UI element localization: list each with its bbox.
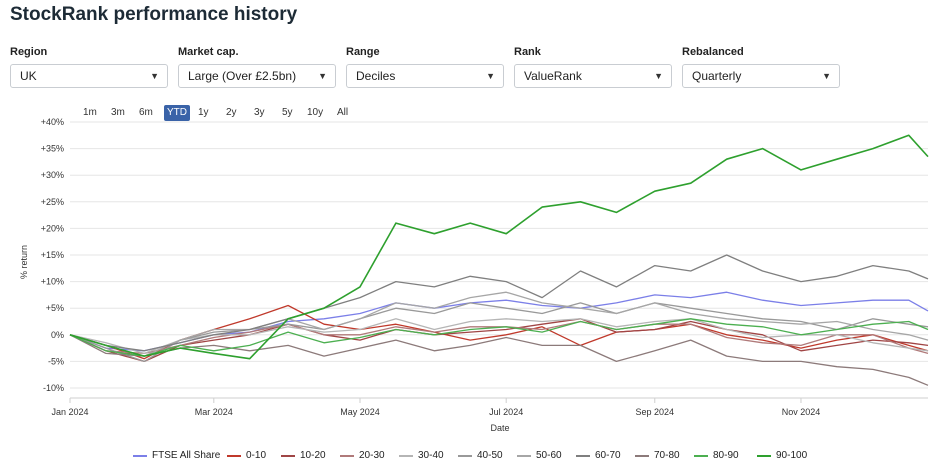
x-tick-label: Mar 2024 — [195, 407, 233, 417]
region-select[interactable]: UK ▼ — [10, 64, 168, 88]
rank-label: Rank — [514, 46, 541, 58]
market-cap-select[interactable]: Large (Over £2.5bn) ▼ — [178, 64, 336, 88]
range-label: Range — [346, 46, 380, 58]
chart-series — [69, 134, 929, 386]
rebalanced-select[interactable]: Quarterly ▼ — [682, 64, 840, 88]
region-value: UK — [20, 69, 37, 83]
chevron-down-icon: ▼ — [150, 71, 159, 81]
market-cap-label: Market cap. — [178, 46, 239, 58]
market-cap-filter: Market cap. Large (Over £2.5bn) ▼ — [178, 46, 336, 88]
legend-swatch — [517, 455, 531, 457]
x-tick-label: Jan 2024 — [51, 407, 88, 417]
chart-legend: FTSE All Share 0-10 10-20 20-30 30-40 40-50 50… — [0, 448, 940, 464]
range-button-3m[interactable]: 3m — [111, 107, 125, 118]
legend-label: 30-40 — [418, 450, 444, 461]
chevron-down-icon: ▼ — [486, 71, 495, 81]
series-line-60-70 — [69, 254, 929, 352]
y-tick-label: +25% — [41, 197, 64, 207]
y-tick-label: 0% — [51, 330, 64, 340]
rebalanced-filter: Rebalanced Quarterly ▼ — [682, 46, 840, 88]
legend-label: 0-10 — [246, 450, 267, 461]
legend-label: 90-100 — [776, 450, 808, 461]
y-tick-label: +10% — [41, 277, 64, 287]
y-tick-label: +40% — [41, 117, 64, 127]
range-button-1m[interactable]: 1m — [83, 107, 97, 118]
x-tick-label: Jul 2024 — [489, 407, 523, 417]
series-line-80-90 — [69, 318, 929, 357]
legend-swatch — [281, 455, 295, 457]
y-tick-labels: -10% -5% 0% +5% +10% +15% +20% +25% +30% +35% +40% — [41, 117, 64, 393]
range-button-3y[interactable]: 3y — [254, 107, 265, 118]
range-button-5y[interactable]: 5y — [282, 107, 293, 118]
y-tick-label: -10% — [43, 383, 64, 393]
y-tick-label: +20% — [41, 223, 64, 233]
legend-swatch — [576, 455, 590, 457]
legend-swatch — [399, 455, 413, 457]
series-line-10-20 — [69, 318, 929, 363]
y-tick-label: +35% — [41, 144, 64, 154]
legend-swatch — [340, 455, 354, 457]
range-button-all[interactable]: All — [337, 107, 349, 118]
x-tick-label: Sep 2024 — [636, 407, 675, 417]
page-title: StockRank performance history — [10, 4, 298, 25]
legend-swatch — [757, 455, 771, 457]
range-button-2y[interactable]: 2y — [226, 107, 237, 118]
x-tick-labels: Jan 2024 Mar 2024 May 2024 Jul 2024 Sep 2024… — [51, 398, 820, 417]
chevron-down-icon: ▼ — [318, 71, 327, 81]
legend-label: 60-70 — [595, 450, 621, 461]
range-button-1y[interactable]: 1y — [198, 107, 209, 118]
chart-grid — [70, 121, 928, 399]
series-line-90-100 — [69, 134, 929, 360]
rank-select[interactable]: ValueRank ▼ — [514, 64, 672, 88]
range-button-10y[interactable]: 10y — [307, 107, 324, 118]
legend-swatch — [635, 455, 649, 457]
series-line-40-50 — [69, 302, 929, 363]
rank-filter: Rank ValueRank ▼ — [514, 46, 672, 88]
legend-swatch — [458, 455, 472, 457]
chevron-down-icon: ▼ — [822, 71, 831, 81]
legend-label: 40-50 — [477, 450, 503, 461]
legend-label: 70-80 — [654, 450, 680, 461]
x-axis-label: Date — [490, 423, 509, 433]
legend-label: FTSE All Share — [152, 450, 221, 461]
legend-swatch — [133, 455, 147, 457]
range-select[interactable]: Deciles ▼ — [346, 64, 504, 88]
y-tick-label: +5% — [46, 303, 64, 313]
region-filter: Region UK ▼ — [10, 46, 168, 88]
range-button-6m[interactable]: 6m — [139, 107, 153, 118]
range-button-ytd[interactable]: YTD — [164, 105, 190, 121]
range-value: Deciles — [356, 69, 396, 83]
rebalanced-value: Quarterly — [692, 69, 742, 83]
x-tick-label: May 2024 — [340, 407, 380, 417]
range-filter: Range Deciles ▼ — [346, 46, 504, 88]
legend-label: 80-90 — [713, 450, 739, 461]
legend-label: 20-30 — [359, 450, 385, 461]
x-tick-label: Nov 2024 — [782, 407, 821, 417]
chevron-down-icon: ▼ — [654, 71, 663, 81]
legend-swatch — [694, 455, 708, 457]
rank-value: ValueRank — [524, 69, 582, 83]
series-line-50-60 — [69, 291, 929, 357]
y-tick-label: +30% — [41, 170, 64, 180]
market-cap-value: Large (Over £2.5bn) — [188, 69, 297, 83]
legend-label: 50-60 — [536, 450, 562, 461]
rebalanced-label: Rebalanced — [682, 46, 744, 58]
y-axis-label: % return — [19, 245, 29, 279]
y-tick-label: +15% — [41, 250, 64, 260]
y-tick-label: -5% — [48, 356, 64, 366]
region-label: Region — [10, 46, 48, 58]
legend-swatch — [227, 455, 241, 457]
legend-label: 10-20 — [300, 450, 326, 461]
series-line-70-80 — [69, 334, 929, 386]
